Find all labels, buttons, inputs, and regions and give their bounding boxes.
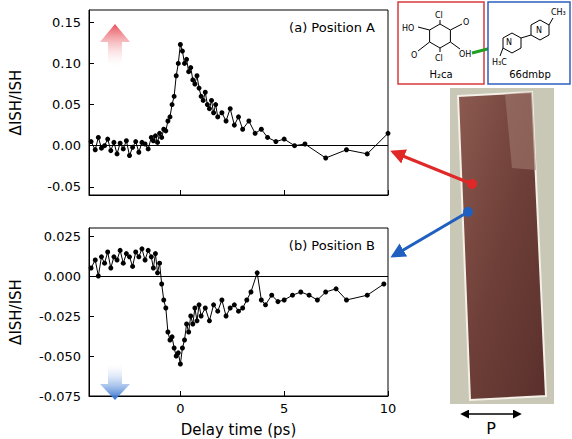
svg-text:5: 5 bbox=[280, 401, 288, 416]
svg-text:H₂ca: H₂ca bbox=[429, 69, 452, 80]
svg-text:P: P bbox=[486, 419, 496, 438]
svg-text:N: N bbox=[506, 38, 512, 47]
svg-text:66dmbp: 66dmbp bbox=[509, 69, 551, 80]
svg-text:10: 10 bbox=[380, 401, 397, 416]
svg-text:-0.05: -0.05 bbox=[47, 179, 81, 194]
svg-text:HO: HO bbox=[402, 24, 414, 33]
svg-text:0: 0 bbox=[176, 401, 184, 416]
svg-text:ΔISH/ISH: ΔISH/ISH bbox=[7, 70, 25, 136]
svg-text:0.05: 0.05 bbox=[52, 97, 81, 112]
svg-text:ΔISH/ISH: ΔISH/ISH bbox=[7, 279, 25, 345]
svg-text:0.15: 0.15 bbox=[52, 15, 81, 30]
svg-text:-0.075: -0.075 bbox=[39, 389, 81, 404]
svg-text:0.00: 0.00 bbox=[52, 138, 81, 153]
svg-text:O: O bbox=[463, 18, 469, 27]
svg-text:N: N bbox=[536, 26, 542, 35]
svg-text:0.10: 0.10 bbox=[52, 56, 81, 71]
svg-text:-0.050: -0.050 bbox=[39, 349, 81, 364]
svg-text:O: O bbox=[411, 51, 417, 60]
svg-text:0.000: 0.000 bbox=[44, 269, 81, 284]
svg-text:Delay time (ps): Delay time (ps) bbox=[181, 421, 296, 439]
svg-text:CH₃: CH₃ bbox=[551, 8, 566, 17]
svg-text:(b) Position B: (b) Position B bbox=[289, 238, 375, 253]
svg-text:0.025: 0.025 bbox=[44, 229, 81, 244]
svg-text:Cl: Cl bbox=[435, 11, 443, 20]
svg-text:OH: OH bbox=[459, 50, 471, 59]
svg-text:(a) Position A: (a) Position A bbox=[289, 20, 375, 35]
svg-text:-0.025: -0.025 bbox=[39, 309, 81, 324]
svg-text:Cl: Cl bbox=[435, 54, 443, 63]
svg-text:H₃C: H₃C bbox=[492, 58, 507, 67]
